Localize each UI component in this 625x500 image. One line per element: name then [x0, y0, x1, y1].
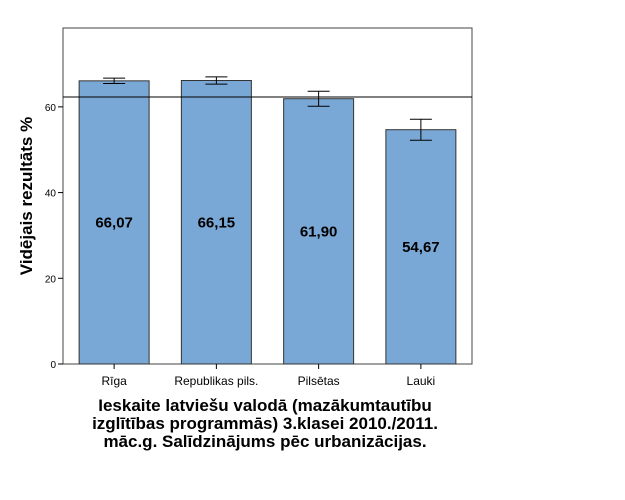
x-tick-label: Republikas pils. — [174, 374, 258, 388]
data-label: 66,07 — [95, 214, 133, 231]
y-tick-label: 40 — [45, 189, 57, 200]
x-tick-label: Pilsētas — [298, 374, 340, 388]
x-axis-label-line-1: Ieskaite latviešu valodā (mazākumtautību — [98, 396, 432, 415]
x-tick-label: Rīga — [101, 374, 127, 388]
x-axis-label: Ieskaite latviešu valodā (mazākumtautību… — [40, 397, 490, 451]
bar-chart: 0 20 40 60 66,07 Rīga 66,15 Republikas pils. 61… — [17, 27, 473, 388]
bar — [180, 80, 252, 365]
x-axis-label-line-2: izglītības programmās) 3.klasei 2010./20… — [92, 414, 438, 433]
data-label: 61,90 — [300, 223, 338, 240]
x-tick-label: Lauki — [407, 374, 436, 388]
x-axis-label-line-3: māc.g. Salīdzinājums pēc urbanizācijas. — [103, 432, 427, 451]
data-label: 54,67 — [402, 239, 440, 256]
y-tick-label: 60 — [45, 103, 57, 114]
bar — [385, 129, 457, 365]
y-axis-label: Vidējais rezultāts % — [17, 117, 36, 275]
y-tick-label: 20 — [45, 274, 57, 285]
y-tick-label: 0 — [50, 360, 56, 371]
data-label: 66,15 — [198, 214, 236, 231]
